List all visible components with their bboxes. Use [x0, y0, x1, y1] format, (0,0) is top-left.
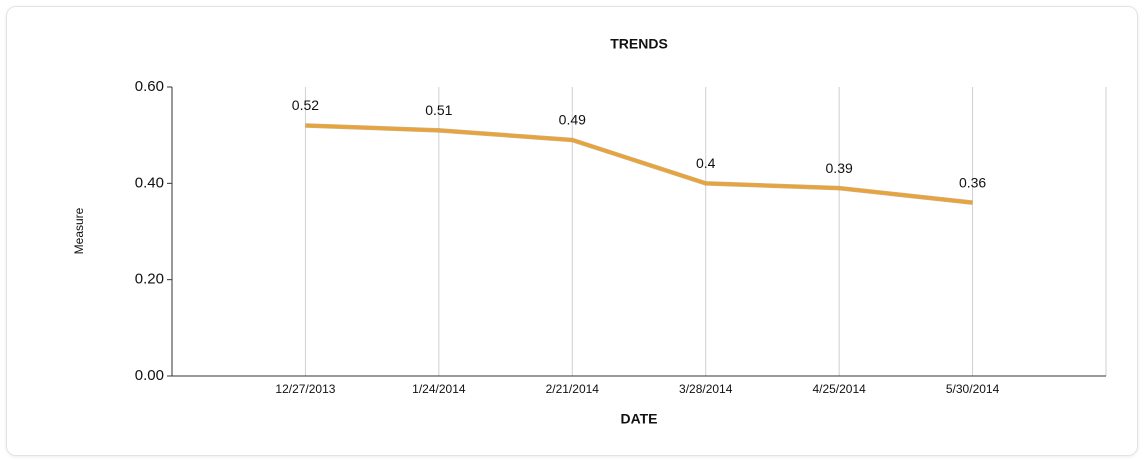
y-tick-label: 0.20: [135, 271, 164, 288]
data-label: 0.51: [425, 102, 452, 118]
x-tick-label: 3/28/2014: [679, 382, 733, 396]
x-tick-label: 1/24/2014: [412, 382, 466, 396]
card: [6, 6, 1138, 456]
line: [305, 124, 973, 205]
y-tick-label: 0.40: [135, 174, 164, 191]
data-label: 0.52: [292, 97, 319, 113]
x-tick-label: 4/25/2014: [812, 382, 866, 396]
chart-title: TRENDS: [610, 36, 668, 52]
data-label: 0.4: [696, 155, 716, 171]
y-axis-label: Measure: [72, 207, 86, 254]
y-tick-label: 0.00: [135, 367, 164, 384]
data-label: 0.39: [826, 160, 853, 176]
data-label: 0.49: [559, 112, 586, 128]
data-label: 0.36: [959, 174, 986, 190]
x-tick-label: 5/30/2014: [946, 382, 1000, 396]
y-tick-label: 0.60: [135, 78, 164, 95]
x-axis-label: DATE: [620, 411, 657, 427]
x-tick-label: 12/27/2013: [275, 382, 335, 396]
x-tick-label: 2/21/2014: [546, 382, 600, 396]
